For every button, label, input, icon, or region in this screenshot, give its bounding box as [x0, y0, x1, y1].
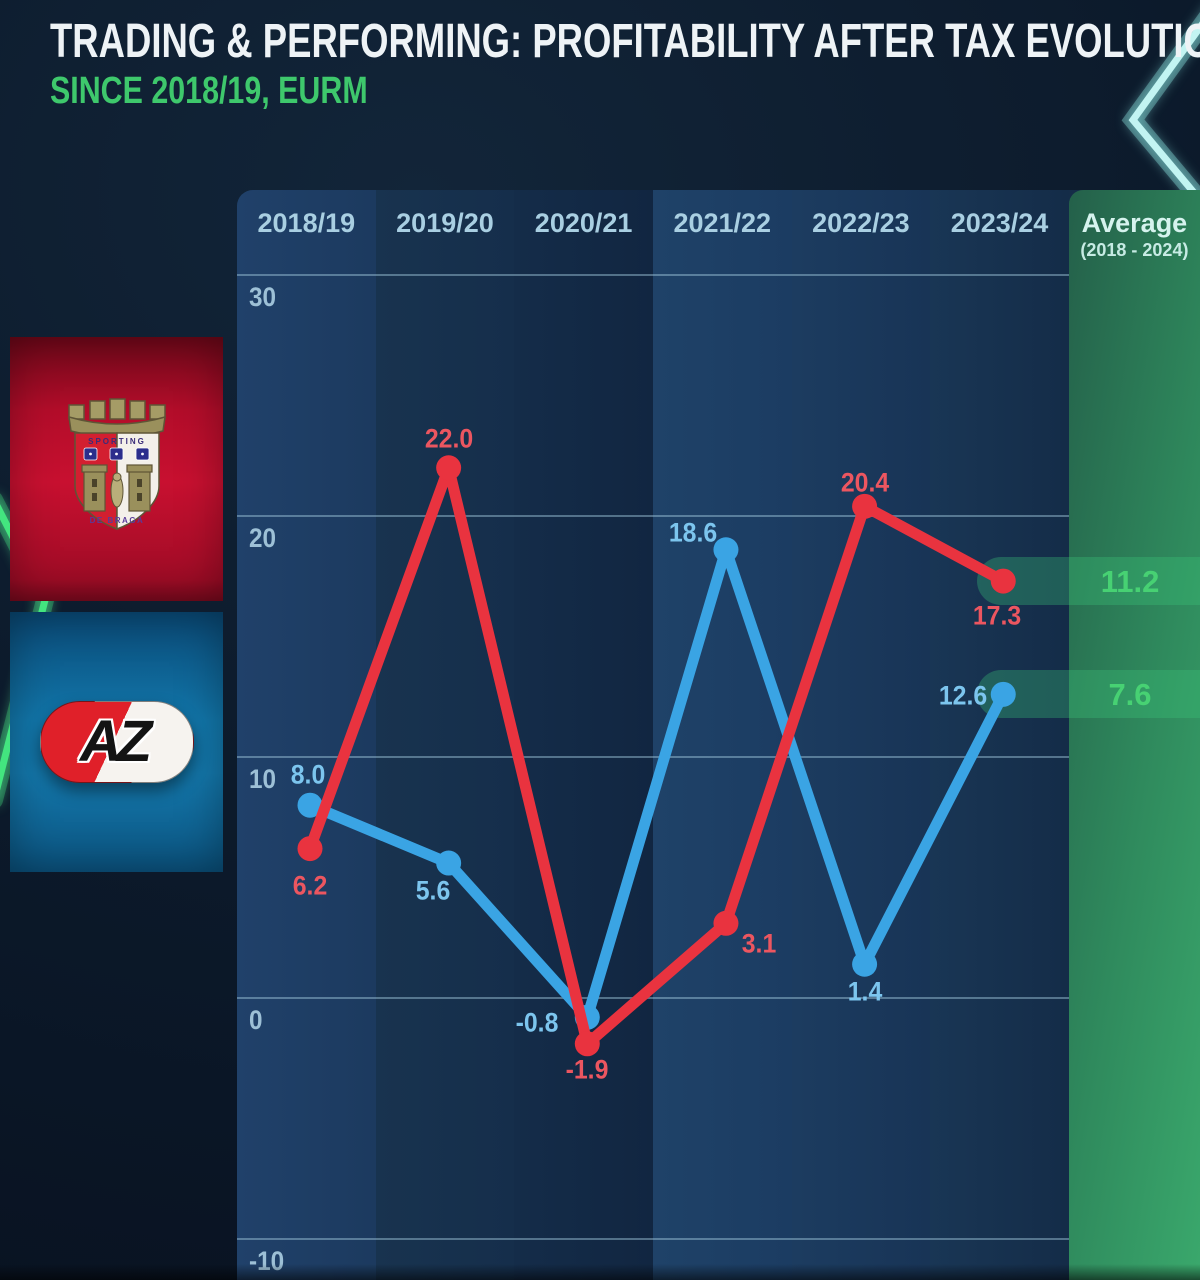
average-column-label: Average: [1081, 208, 1188, 238]
braga-logo-panel: SPORTING DE B: [10, 337, 223, 601]
gridline: [237, 515, 1069, 517]
gridline: [237, 756, 1069, 758]
data-point: [713, 910, 739, 936]
data-point: [990, 568, 1016, 594]
y-axis-tick-label: 30: [249, 282, 277, 312]
data-point-label: 3.1: [741, 928, 777, 959]
az-logo-text: AZ: [79, 709, 152, 774]
average-value: 11.2: [1100, 564, 1160, 600]
data-point: [297, 836, 323, 862]
data-point: [436, 850, 462, 876]
season-column: 2020/21: [514, 190, 653, 1280]
season-column: 2023/24: [930, 190, 1069, 1280]
average-column: Average (2018 - 2024): [1068, 190, 1200, 1280]
page-title: TRADING & PERFORMING: PROFITABILITY AFTE…: [50, 15, 1200, 68]
season-column-label: 2022/23: [812, 208, 910, 238]
az-logo-panel: AZ: [10, 612, 223, 872]
gridline: [237, 1238, 1069, 1240]
braga-crest-text-bottom: DE BRAGA: [89, 516, 144, 525]
season-columns: 2018/19 2019/20 2020/21 2021/22 2022/23 2023/…: [237, 190, 1200, 1280]
data-point-label: 5.6: [415, 875, 450, 906]
season-column-label: 2021/22: [673, 208, 772, 238]
series-line-sc-braga: [304, 462, 1009, 1050]
series-line-az-alkmaar: [304, 544, 1009, 1023]
gridline: [237, 274, 1069, 276]
data-point-label: 1.4: [847, 976, 882, 1007]
data-point: [574, 1031, 600, 1057]
average-column-sublabel: (2018 - 2024): [1080, 240, 1189, 260]
data-point: [990, 681, 1016, 707]
data-point-label: 8.0: [290, 759, 326, 790]
page-subtitle: SINCE 2018/19, EURM: [50, 70, 368, 112]
data-point: [297, 792, 323, 818]
y-axis-tick-label: 20: [249, 523, 277, 553]
data-point-label: 18.6: [668, 517, 718, 548]
data-point: [436, 455, 462, 481]
profit-evolution-chart: 2018/19 2019/20 2020/21 2021/22 2022/23 2023/…: [237, 190, 1200, 1280]
season-column-label: 2019/20: [396, 208, 494, 238]
data-point: [713, 537, 739, 563]
data-point-label: 12.6: [939, 680, 988, 711]
season-column-label: 2020/21: [534, 208, 633, 238]
y-axis-tick-label: 0: [249, 1005, 263, 1035]
data-point-label: 17.3: [973, 600, 1022, 631]
season-column-label: 2018/19: [257, 208, 356, 238]
gridline: [237, 997, 1069, 999]
season-column-label: 2023/24: [950, 208, 1049, 238]
data-point-label: -1.9: [565, 1054, 609, 1085]
az-logo-icon: AZ: [39, 701, 194, 783]
data-point-label: 22.0: [424, 423, 473, 454]
average-value: 7.6: [1108, 677, 1152, 713]
data-point-label: -0.8: [515, 1007, 559, 1038]
season-column: 2022/23: [791, 190, 931, 1280]
line-plot: [297, 455, 1016, 1057]
data-point-label: 20.4: [840, 467, 889, 498]
data-point: [852, 493, 878, 519]
season-column: 2019/20: [375, 190, 515, 1280]
braga-crest-text-top: SPORTING: [88, 437, 146, 446]
data-point-label: 6.2: [292, 870, 328, 901]
data-point: [852, 951, 878, 977]
y-axis-tick-label: 10: [249, 764, 277, 794]
braga-crest-icon: SPORTING DE B: [67, 398, 166, 531]
